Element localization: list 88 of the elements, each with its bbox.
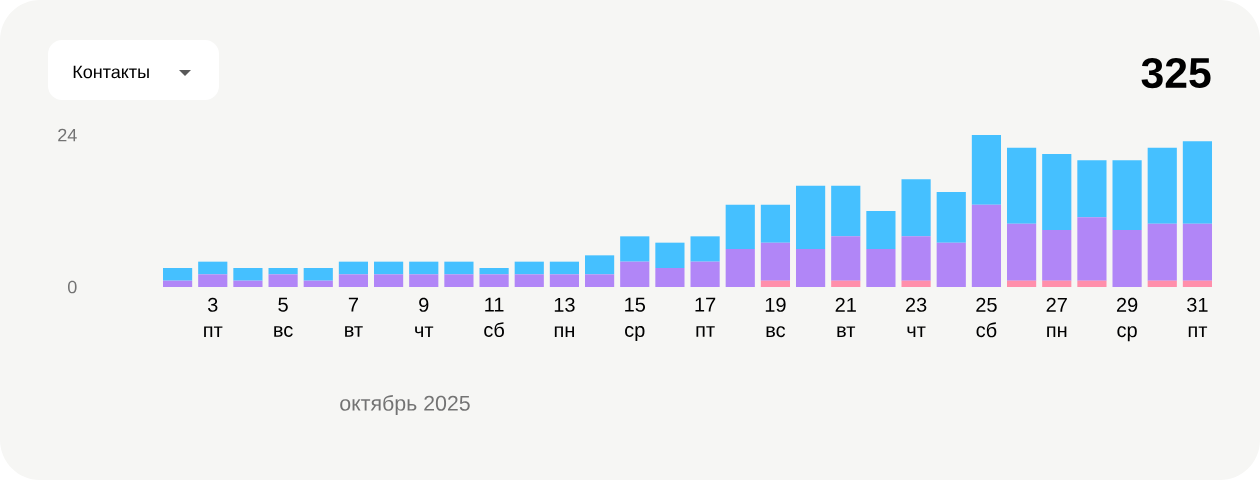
- bar: [584, 274, 615, 287]
- y-tick-label: 0: [68, 280, 77, 294]
- bar: [1077, 280, 1107, 287]
- bar: [549, 261, 580, 275]
- bar: [303, 280, 333, 287]
- x-axis-title: октябрь 2025: [340, 394, 470, 416]
- bar: [795, 249, 826, 287]
- bar: [1182, 141, 1213, 224]
- bar: [479, 268, 509, 275]
- bar: [514, 274, 544, 287]
- bar: [584, 255, 615, 275]
- bar: [690, 236, 720, 262]
- bar: [655, 268, 685, 287]
- bar: [268, 274, 298, 287]
- bar: [1147, 280, 1177, 287]
- bar: [198, 274, 228, 287]
- bar: [338, 274, 369, 287]
- bar: [971, 204, 1002, 287]
- bar: [163, 268, 193, 281]
- x-tick-label: 27 пн: [1046, 297, 1067, 338]
- bar: [1077, 217, 1107, 281]
- x-tick-label: 29 ср: [1116, 297, 1138, 342]
- bar: [620, 261, 650, 287]
- bar: [725, 204, 755, 249]
- bar: [690, 261, 720, 287]
- bar: [725, 249, 755, 287]
- bar: [760, 280, 791, 287]
- bar: [1147, 223, 1177, 281]
- bar: [1112, 230, 1142, 287]
- bar: [1007, 147, 1037, 224]
- x-tick-label: 9 чт: [415, 297, 434, 338]
- bar: [1077, 160, 1107, 218]
- x-tick-label: 7 вт: [345, 297, 363, 337]
- bar: [1147, 147, 1177, 224]
- x-tick-label: 3 пт: [204, 297, 223, 338]
- bar: [479, 274, 509, 287]
- x-tick-label: 23 чт: [905, 297, 927, 338]
- bar: [338, 261, 369, 275]
- bar: [233, 280, 263, 287]
- x-tick-label: 15 ср: [625, 297, 646, 341]
- bar: [373, 261, 404, 275]
- x-tick-label: 25 сб: [976, 297, 997, 338]
- bar: [866, 249, 896, 287]
- x-tick-label: 17 пт: [695, 297, 716, 337]
- bar: [901, 280, 931, 287]
- x-tick-label: 5 вс: [274, 297, 293, 337]
- bar: [1007, 223, 1037, 281]
- bar: [936, 192, 966, 243]
- x-tick-label: 13 пн: [554, 297, 575, 338]
- bar: [655, 242, 685, 268]
- bar: [549, 274, 580, 287]
- bar: [760, 242, 791, 281]
- bar: [514, 261, 544, 275]
- bar: [831, 236, 861, 281]
- bar: [373, 274, 404, 287]
- bar: [1182, 223, 1213, 281]
- bar: [1112, 160, 1142, 230]
- bar: [1042, 280, 1072, 287]
- bar: [268, 268, 298, 275]
- bar: [409, 274, 439, 287]
- bar: [760, 204, 791, 243]
- bar: [1042, 230, 1072, 281]
- bar: [1007, 280, 1037, 287]
- bar: [1042, 154, 1072, 230]
- x-tick-label: 19 вс: [765, 297, 786, 338]
- bar: [409, 261, 439, 275]
- bar: [444, 274, 474, 287]
- x-tick-label: 21 вт: [835, 297, 856, 338]
- x-tick-label: 11 сб: [484, 297, 504, 337]
- bar: [831, 280, 861, 287]
- bar: [444, 261, 474, 275]
- bar: [795, 185, 826, 249]
- x-tick-label: 31 пт: [1187, 297, 1208, 338]
- bar: [901, 236, 931, 281]
- bar: [936, 242, 966, 287]
- bar: [620, 236, 650, 262]
- bar: [163, 280, 193, 287]
- bar: [303, 268, 333, 281]
- bar: [1182, 280, 1213, 287]
- bar: [198, 261, 228, 275]
- bar: [901, 179, 931, 237]
- bar: [831, 185, 861, 237]
- text: 325: [1141, 57, 1211, 89]
- bar: [971, 135, 1002, 205]
- y-tick-label: 24: [58, 128, 77, 142]
- bar: [233, 268, 263, 281]
- chart-title: Контакты: [73, 65, 149, 79]
- bar: [866, 211, 896, 249]
